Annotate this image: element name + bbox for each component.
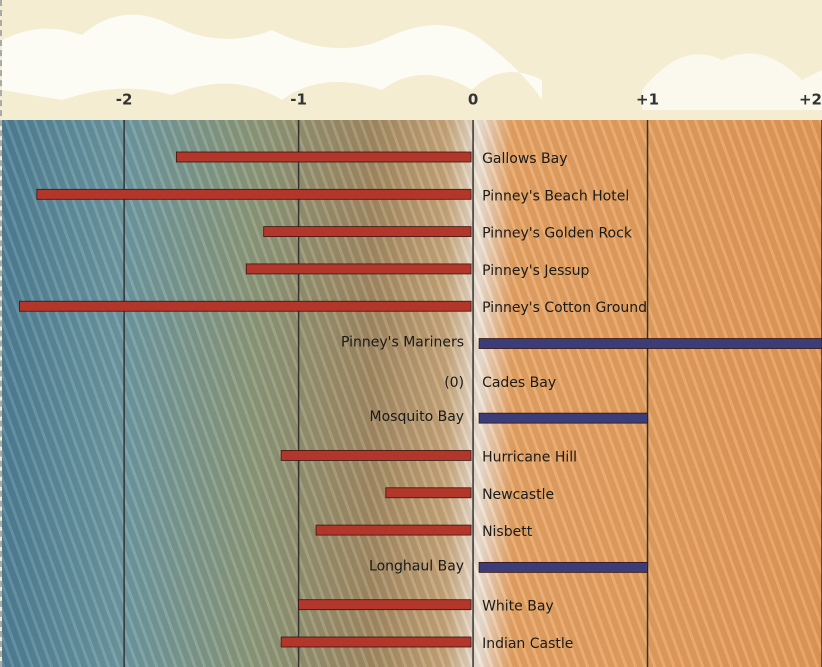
- cloud-texture: [2, 14, 542, 100]
- bar: [263, 226, 472, 238]
- bar: [36, 188, 472, 200]
- bar: [478, 412, 648, 424]
- bar: [478, 338, 822, 349]
- x-tick-label: +2: [799, 91, 822, 109]
- category-label: Nisbett: [482, 524, 533, 540]
- bar: [315, 524, 472, 536]
- category-label: Gallows Bay: [482, 151, 567, 167]
- bar: [478, 561, 648, 573]
- category-label: Pinney's Cotton Ground: [482, 300, 647, 316]
- bar: [385, 487, 472, 499]
- category-label: Newcastle: [482, 487, 554, 503]
- bar: [280, 636, 472, 648]
- bar: [280, 450, 472, 461]
- category-label: Pinney's Mariners: [341, 335, 464, 351]
- bar: [176, 151, 472, 163]
- category-label: Hurricane Hill: [482, 449, 577, 465]
- x-tick-label: -2: [116, 91, 133, 109]
- background-photo: [2, 120, 822, 667]
- x-tick-label: 0: [468, 91, 478, 109]
- category-label: Pinney's Beach Hotel: [482, 188, 629, 204]
- category-label: White Bay: [482, 599, 554, 615]
- category-label: Mosquito Bay: [370, 409, 465, 425]
- x-tick-label: +1: [636, 91, 659, 109]
- bar: [298, 599, 472, 611]
- value-label: (0): [444, 375, 464, 391]
- bar: [19, 300, 472, 312]
- bar: [245, 263, 472, 275]
- category-label: Indian Castle: [482, 636, 573, 652]
- category-label: Pinney's Golden Rock: [482, 226, 633, 242]
- category-label: Longhaul Bay: [369, 558, 464, 574]
- category-label: Cades Bay: [482, 375, 556, 391]
- category-label: Pinney's Jessup: [482, 263, 589, 279]
- x-tick-label: -1: [290, 91, 307, 109]
- cloud-texture: [642, 53, 822, 110]
